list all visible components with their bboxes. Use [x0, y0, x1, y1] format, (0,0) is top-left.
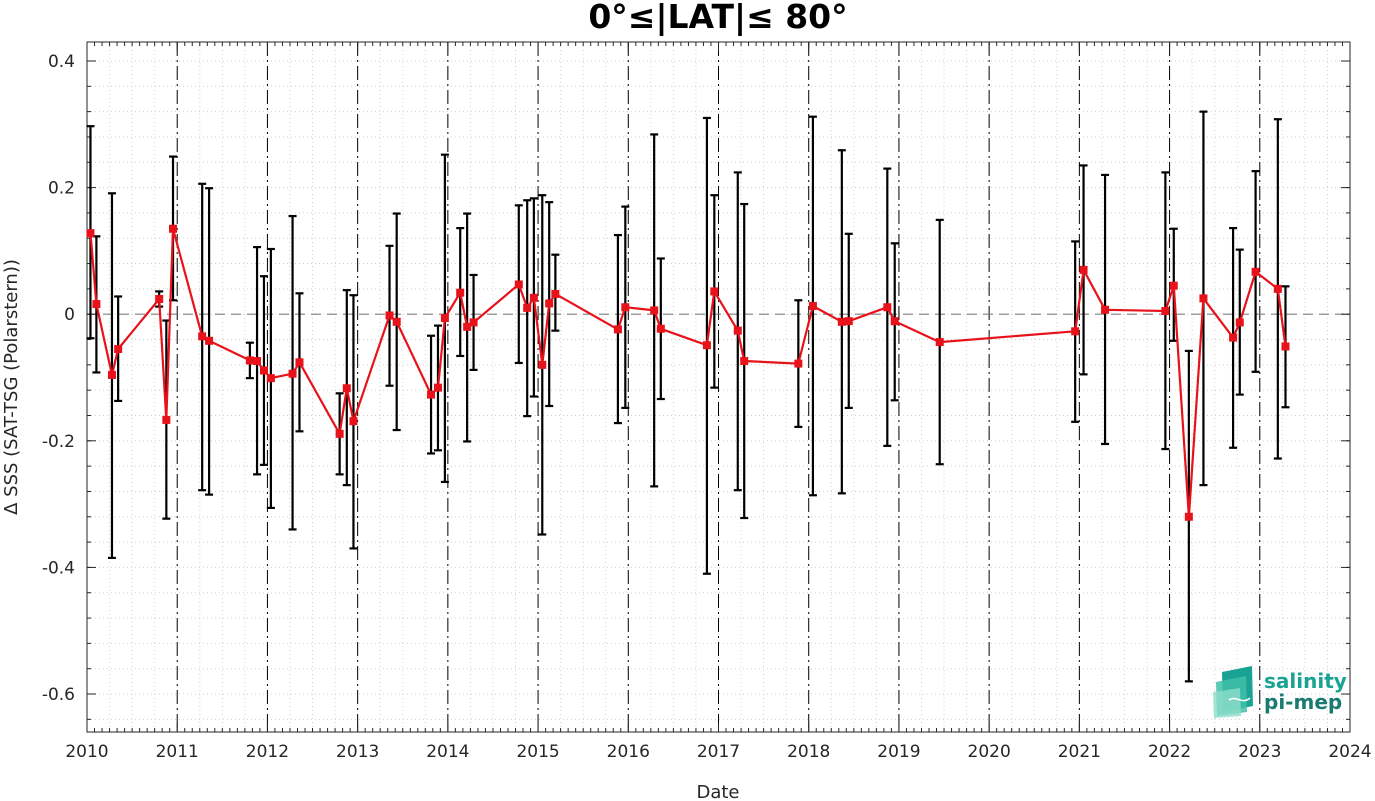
data-point	[935, 338, 944, 347]
data-point	[650, 306, 659, 315]
data-point	[710, 287, 719, 296]
data-point	[551, 289, 560, 298]
data-point	[169, 224, 178, 233]
data-point	[890, 317, 899, 326]
x-tick-label: 2016	[607, 742, 650, 762]
data-point	[702, 341, 711, 350]
y-tick-label: -0.4	[42, 558, 75, 578]
data-point	[808, 301, 817, 310]
data-point	[1169, 281, 1178, 290]
x-tick-label: 2010	[65, 742, 108, 762]
x-tick-labels: 2010 2011 2012 2013 2014 2015 2016 2017 2018 2019…	[65, 742, 1371, 762]
data-point	[107, 370, 116, 379]
y-tick-label: -0.2	[42, 432, 75, 452]
data-point	[259, 366, 268, 375]
x-tick-label: 2018	[787, 742, 830, 762]
logo-icon	[1213, 666, 1253, 718]
data-point	[740, 357, 749, 366]
x-tick-label: 2015	[516, 742, 559, 762]
data-point	[162, 415, 171, 424]
y-tick-label: 0.2	[48, 179, 75, 199]
data-point	[266, 374, 275, 383]
data-point	[92, 300, 101, 309]
x-tick-label: 2019	[877, 742, 920, 762]
data-point	[883, 303, 892, 312]
data-point	[342, 384, 351, 393]
data-point	[523, 303, 532, 312]
x-tick-label: 2021	[1058, 742, 1101, 762]
data-point	[733, 326, 742, 335]
data-point	[545, 299, 554, 308]
x-tick-label: 2024	[1328, 742, 1371, 762]
data-point	[1079, 265, 1088, 274]
y-tick-label: -0.6	[42, 685, 75, 705]
data-point	[349, 417, 358, 426]
data-point	[288, 369, 297, 378]
data-point	[463, 322, 472, 331]
y-tick-labels: 0.4 0.2 0 -0.2 -0.4 -0.6	[42, 52, 75, 705]
data-point	[794, 359, 803, 368]
y-tick-label: 0.4	[48, 52, 75, 72]
data-point	[1184, 512, 1193, 521]
data-point	[86, 229, 95, 238]
data-point	[205, 336, 214, 345]
x-tick-label: 2011	[156, 742, 199, 762]
x-tick-label: 2013	[336, 742, 379, 762]
data-point	[1199, 294, 1208, 303]
data-point	[253, 357, 262, 366]
data-point	[385, 311, 394, 320]
data-point	[335, 429, 344, 438]
data-point	[469, 318, 478, 327]
x-tick-label: 2023	[1238, 742, 1281, 762]
data-point	[295, 358, 304, 367]
x-tick-label: 2012	[246, 742, 289, 762]
data-point	[392, 317, 401, 326]
minor-grid	[87, 42, 1350, 732]
data-point	[837, 317, 846, 326]
year-boundary-lines	[176, 42, 1261, 732]
x-tick-label: 2014	[426, 742, 469, 762]
logo-line2: pi-mep	[1264, 690, 1342, 714]
axes	[86, 41, 1351, 733]
data-point	[1071, 327, 1080, 336]
x-axis-label: Date	[696, 782, 739, 801]
data-point	[538, 360, 547, 369]
data-point	[155, 295, 164, 304]
data-point	[613, 325, 622, 334]
y-tick-label: 0	[64, 305, 75, 325]
data-point	[1229, 333, 1238, 342]
data-point	[844, 317, 853, 326]
data-point	[1101, 305, 1110, 314]
logo: salinity pi-mep	[1213, 666, 1347, 718]
chart-title: 0°≤|LAT|≤ 80°	[588, 0, 847, 36]
series-markers	[86, 224, 1290, 521]
x-tick-label: 2020	[968, 742, 1011, 762]
data-point	[1251, 267, 1260, 276]
data-point	[1273, 284, 1282, 293]
data-point	[1161, 307, 1170, 316]
data-point	[621, 303, 630, 312]
data-point	[1235, 318, 1244, 327]
data-point	[114, 345, 123, 354]
data-point	[433, 383, 442, 392]
data-point	[198, 332, 207, 341]
x-tick-label: 2017	[697, 742, 740, 762]
data-point	[245, 356, 254, 365]
data-point	[656, 324, 665, 333]
y-axis-label: Δ SSS (SAT-TSG (Polarstern))	[1, 259, 22, 515]
x-tick-label: 2022	[1148, 742, 1191, 762]
data-point	[529, 293, 538, 302]
logo-line1: salinity	[1264, 669, 1347, 693]
data-point	[514, 280, 523, 289]
data-point	[456, 288, 465, 297]
data-point	[427, 390, 436, 399]
data-point	[440, 314, 449, 322]
data-point	[1281, 342, 1290, 351]
